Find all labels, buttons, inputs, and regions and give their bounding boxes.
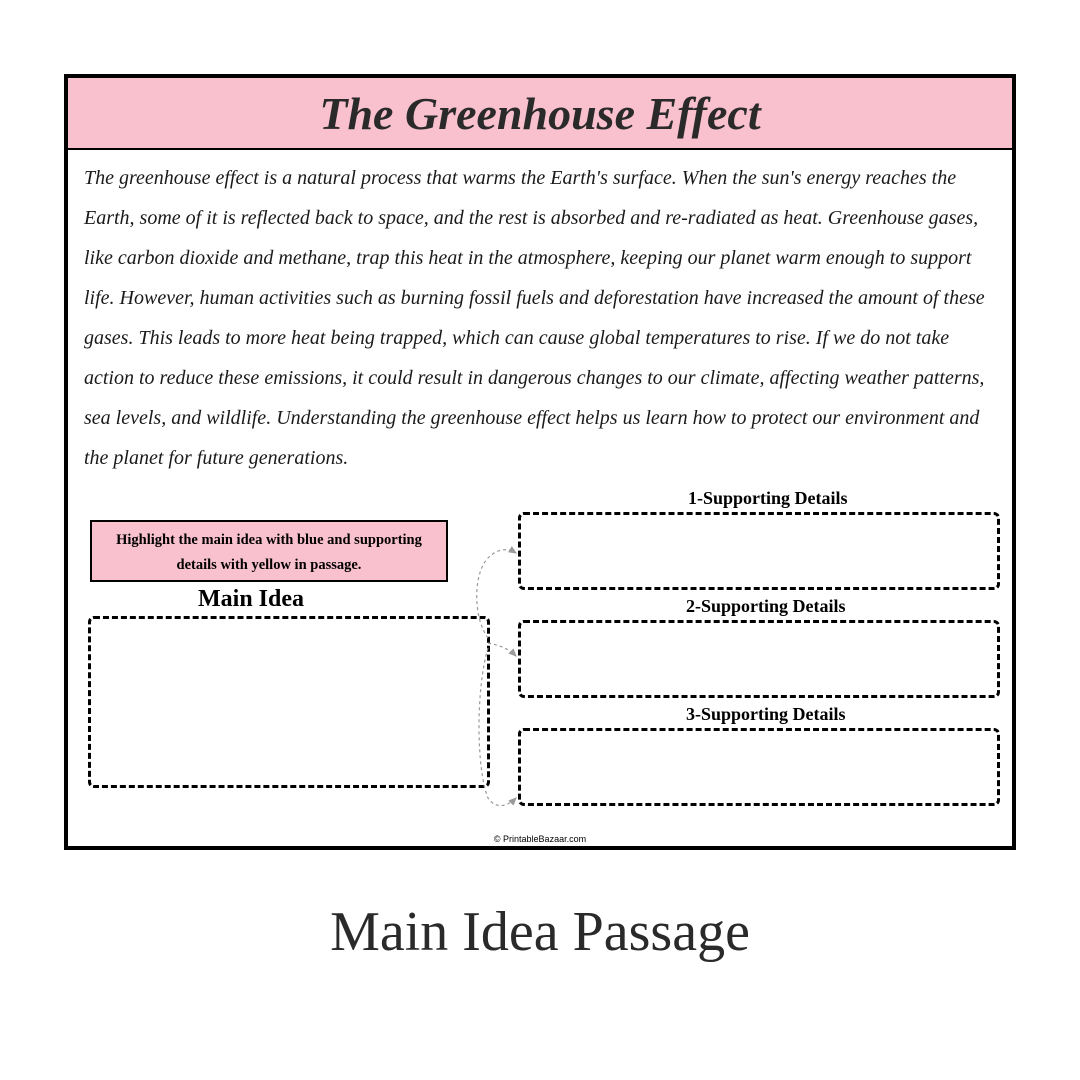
main-idea-input-box[interactable] (88, 616, 490, 788)
detail-1-label: 1-Supporting Details (688, 488, 848, 509)
detail-2-input-box[interactable] (518, 620, 1000, 698)
worksheet-frame: The Greenhouse Effect The greenhouse eff… (64, 74, 1016, 850)
graphic-organizer: Highlight the main idea with blue and su… (68, 488, 1012, 838)
detail-2-label: 2-Supporting Details (686, 596, 846, 617)
page-caption: Main Idea Passage (0, 900, 1080, 964)
main-idea-label: Main Idea (198, 586, 304, 613)
instruction-box: Highlight the main idea with blue and su… (90, 520, 448, 582)
passage-text: The greenhouse effect is a natural proce… (68, 150, 1012, 482)
detail-1-input-box[interactable] (518, 512, 1000, 590)
footer-credit: © PrintableBazaar.com (494, 834, 586, 844)
worksheet-title: The Greenhouse Effect (319, 87, 760, 140)
detail-3-input-box[interactable] (518, 728, 1000, 806)
detail-3-label: 3-Supporting Details (686, 704, 846, 725)
title-bar: The Greenhouse Effect (68, 78, 1012, 150)
